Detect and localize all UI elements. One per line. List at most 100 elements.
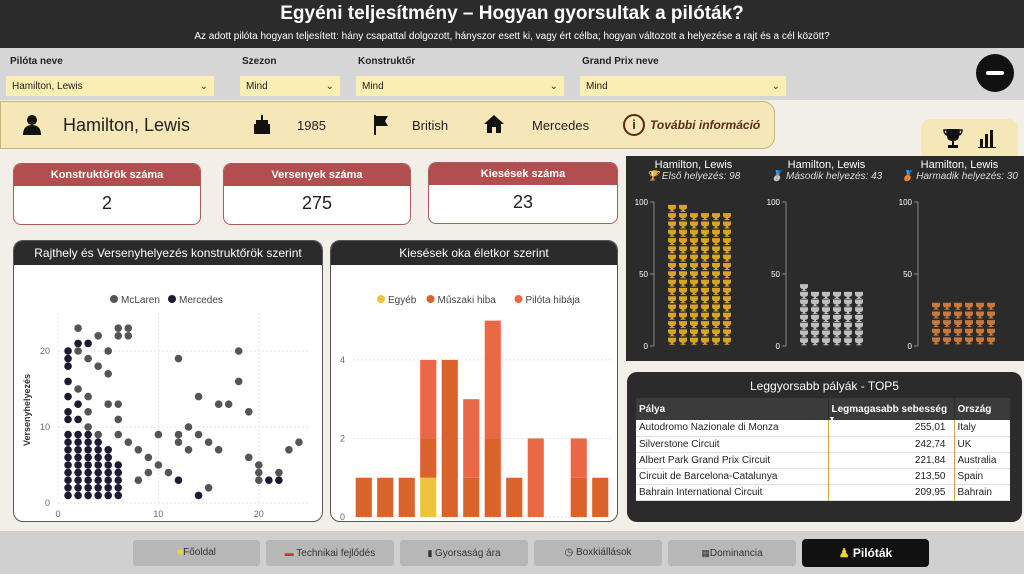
trophy-icon (701, 254, 709, 262)
more-info-link[interactable]: További információ (650, 118, 761, 132)
bar-segment (592, 477, 609, 517)
gold-trophy-icon: 🏆 (646, 171, 660, 182)
podium-axis-label: 0 (644, 342, 649, 351)
bar-segment (377, 477, 394, 517)
table-row[interactable]: Silverstone Circuit 242,74 UK (636, 436, 1010, 452)
legend-label: Pilóta hibája (526, 295, 581, 306)
trophy-icon (668, 254, 676, 262)
nav-pitstop-button[interactable]: ◷ Boxkiállások (534, 540, 662, 566)
trophy-icon (976, 302, 984, 310)
scatter-point (74, 446, 82, 454)
trophy-icon (701, 312, 709, 320)
scatter-point (64, 461, 72, 469)
grandprix-filter-select[interactable]: Mind ⌄ (580, 76, 786, 96)
scatter-point (84, 339, 92, 348)
trophy-icon (679, 287, 687, 295)
nav-speed-button[interactable]: ▮ Gyorsaság ára (400, 540, 528, 566)
trophy-icon (723, 279, 731, 287)
clear-filters-button[interactable] (976, 54, 1014, 92)
constructor-filter-select[interactable]: Mind ⌄ (356, 76, 564, 96)
bar-segment (420, 438, 437, 478)
trophy-icon (701, 329, 709, 337)
trophy-icon (833, 291, 841, 299)
trophy-icon (712, 238, 720, 246)
scatter-point (64, 438, 72, 446)
trophy-icon (668, 246, 676, 254)
trophy-icon (954, 311, 962, 319)
scatter-point (124, 324, 133, 332)
trophy-icon (723, 271, 731, 279)
scatter-point (64, 491, 72, 500)
nav-drivers-button[interactable]: ♟ Pilóták (802, 539, 929, 567)
table-row[interactable]: Circuit de Barcelona-Catalunya 213,50 Spai… (636, 468, 1010, 484)
podium-label: Második helyezés: 43 (786, 171, 883, 182)
nav-home-button[interactable]: ■Főoldal (133, 540, 260, 566)
column-header[interactable]: Pálya (636, 398, 829, 420)
trophy-icon (855, 322, 863, 330)
scatter-point (74, 430, 82, 439)
column-header[interactable]: Legmagasabb sebesség ▼ (828, 398, 955, 423)
scatter-point (114, 461, 123, 469)
trophy-icon (701, 304, 709, 312)
season-filter-select[interactable]: Mind ⌄ (240, 76, 340, 96)
scatter-point (244, 453, 253, 462)
scatter-point (234, 377, 243, 386)
trophy-icon (723, 312, 731, 320)
scatter-point (224, 400, 233, 408)
trophy-icon (668, 337, 676, 345)
trophy-icon (965, 302, 973, 310)
trophy-icon (833, 338, 841, 346)
nav-dominance-button[interactable]: ▦Dominancia (668, 540, 796, 566)
trophy-icon (987, 328, 995, 336)
trophy-icon (932, 311, 940, 319)
table-row[interactable]: Bahrain International Circuit 209,95 Bahra… (636, 484, 1010, 500)
nav-tech-button[interactable]: ▬ Technikai fejlődés (266, 540, 394, 566)
trophy-icon (712, 321, 720, 329)
trophy-icon (932, 302, 940, 310)
scatter-point (214, 400, 223, 408)
scatter-point (154, 430, 163, 439)
scatter-point (244, 408, 253, 416)
y-tick-label: 20 (40, 346, 50, 356)
info-icon[interactable]: i (623, 114, 645, 136)
scatter-point (74, 476, 82, 484)
scatter-point (94, 446, 102, 454)
trophy-icon (690, 279, 698, 287)
trophy-icon (844, 299, 852, 307)
scatter-point (84, 438, 92, 446)
scatter-point (74, 438, 82, 446)
bottom-navigation: ■Főoldal ▬ Technikai fejlődés ▮ Gyorsasá… (0, 531, 1024, 574)
scatter-point (114, 332, 123, 340)
trophy-icon (701, 279, 709, 287)
trophy-icon (668, 262, 676, 270)
x-tick-label: 10 (153, 509, 163, 519)
trophy-icon (723, 337, 731, 345)
bar-segment (420, 359, 437, 439)
trophy-icon (723, 296, 731, 304)
trophy-icon (679, 296, 687, 304)
scatter-point (124, 332, 133, 340)
scatter-point (295, 438, 303, 446)
driver-filter-select[interactable]: Hamilton, Lewis ⌄ (6, 76, 214, 96)
trophy-icon (679, 221, 687, 229)
trophy-icon (712, 304, 720, 312)
bar-chart-icon[interactable] (977, 128, 997, 148)
trophy-icon (723, 238, 731, 246)
table-row[interactable]: Autodromo Nazionale di Monza 255,01 Italy (636, 420, 1010, 436)
team-name: Mercedes (532, 118, 590, 133)
podium-axis-label: 0 (908, 342, 913, 351)
trophy-icon (833, 299, 841, 307)
bar-segment (463, 399, 480, 478)
scatter-point (84, 392, 92, 401)
card-value: 23 (512, 192, 534, 212)
y-axis-label: Versenyhelyezés (22, 374, 32, 446)
scatter-point (104, 461, 112, 469)
table-row[interactable]: Albert Park Grand Prix Circuit 221,84 Aust… (636, 452, 1010, 468)
trophy-icon (668, 279, 676, 287)
scatter-point (94, 362, 102, 370)
scatter-point (84, 430, 92, 439)
trophy-icon (668, 238, 676, 246)
column-header[interactable]: Ország (957, 403, 992, 415)
trophy-icon[interactable] (943, 128, 963, 148)
trophy-icon (690, 321, 698, 329)
